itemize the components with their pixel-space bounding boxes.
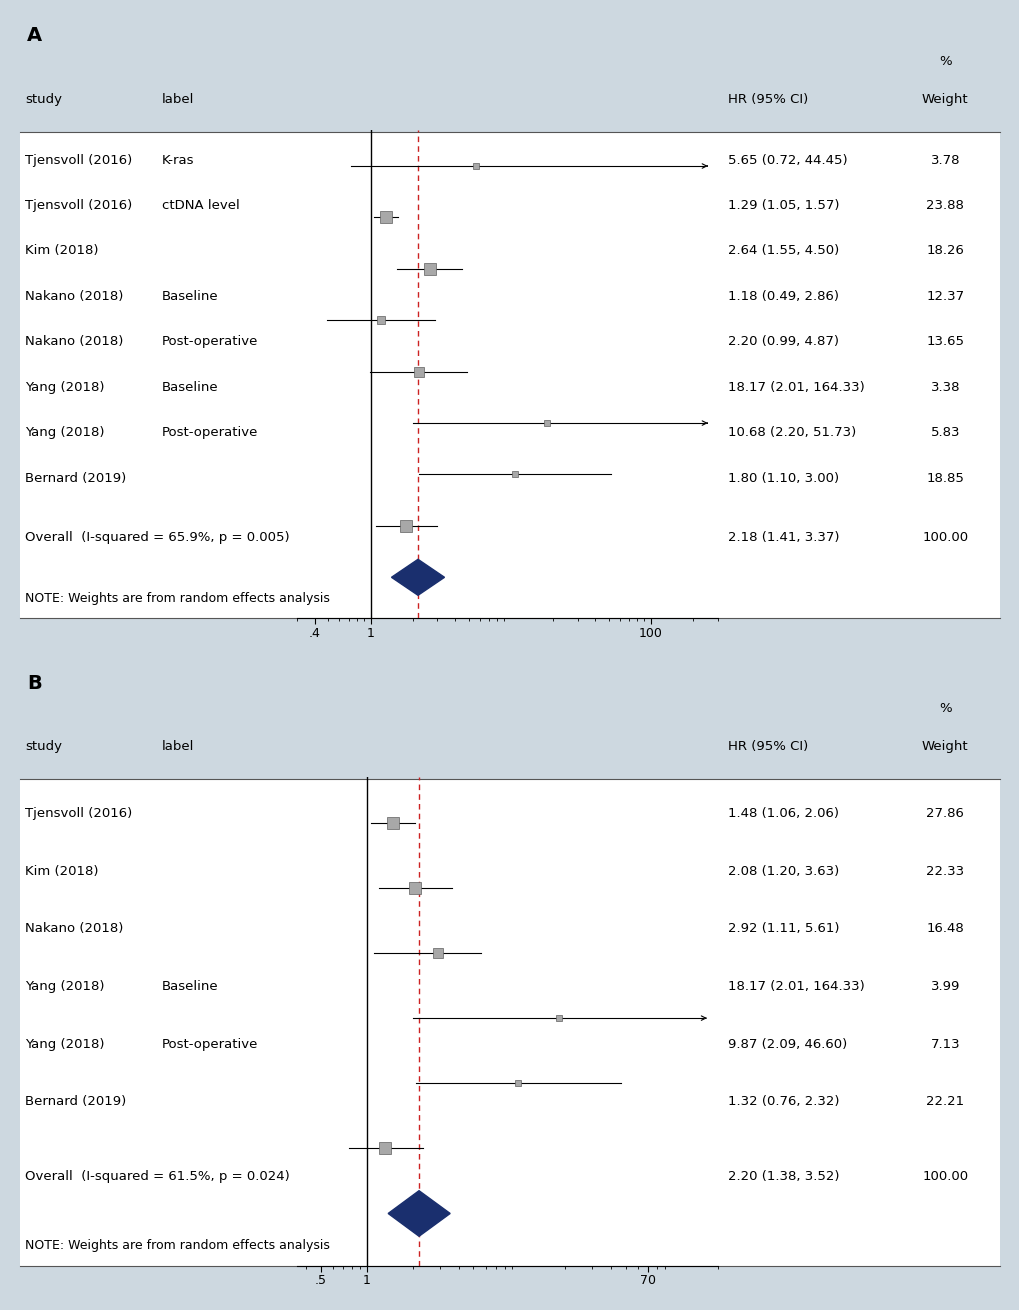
Text: 18.17 (2.01, 164.33): 18.17 (2.01, 164.33) [727, 381, 863, 394]
Text: 5.65 (0.72, 44.45): 5.65 (0.72, 44.45) [727, 153, 847, 166]
Text: 23.88: 23.88 [925, 199, 963, 212]
Text: 16.48: 16.48 [925, 922, 963, 935]
Text: 1.29 (1.05, 1.57): 1.29 (1.05, 1.57) [727, 199, 839, 212]
Text: Overall  (I-squared = 61.5%, p = 0.024): Overall (I-squared = 61.5%, p = 0.024) [25, 1170, 289, 1183]
Text: Weight: Weight [921, 740, 968, 753]
Text: Baseline: Baseline [162, 290, 218, 303]
Text: label: label [162, 740, 194, 753]
Text: 9.87 (2.09, 46.60): 9.87 (2.09, 46.60) [727, 1038, 846, 1051]
Text: Post-operative: Post-operative [162, 335, 258, 348]
Text: label: label [162, 93, 194, 106]
Text: 3.78: 3.78 [929, 153, 959, 166]
Text: Tjensvoll (2016): Tjensvoll (2016) [25, 199, 132, 212]
Text: NOTE: Weights are from random effects analysis: NOTE: Weights are from random effects an… [25, 592, 330, 605]
Text: 2.20 (1.38, 3.52): 2.20 (1.38, 3.52) [727, 1170, 839, 1183]
Text: study: study [25, 740, 62, 753]
Text: Baseline: Baseline [162, 980, 218, 993]
Text: %: % [938, 55, 951, 68]
Text: 100.00: 100.00 [921, 531, 967, 544]
Text: 2.20 (0.99, 4.87): 2.20 (0.99, 4.87) [727, 335, 838, 348]
Text: 13.65: 13.65 [925, 335, 963, 348]
Text: 3.99: 3.99 [929, 980, 959, 993]
Text: 7.13: 7.13 [929, 1038, 959, 1051]
Text: %: % [938, 702, 951, 715]
Text: 18.17 (2.01, 164.33): 18.17 (2.01, 164.33) [727, 980, 863, 993]
Text: Post-operative: Post-operative [162, 1038, 258, 1051]
Text: Yang (2018): Yang (2018) [25, 980, 105, 993]
Text: study: study [25, 93, 62, 106]
Text: 100.00: 100.00 [921, 1170, 967, 1183]
Text: Weight: Weight [921, 93, 968, 106]
Text: Yang (2018): Yang (2018) [25, 1038, 105, 1051]
Text: 18.26: 18.26 [925, 245, 963, 258]
Text: 10.68 (2.20, 51.73): 10.68 (2.20, 51.73) [727, 426, 855, 439]
Text: 2.18 (1.41, 3.37): 2.18 (1.41, 3.37) [727, 531, 839, 544]
Text: Nakano (2018): Nakano (2018) [25, 922, 123, 935]
Text: 1.80 (1.10, 3.00): 1.80 (1.10, 3.00) [727, 472, 838, 485]
Text: Yang (2018): Yang (2018) [25, 381, 105, 394]
Text: Overall  (I-squared = 65.9%, p = 0.005): Overall (I-squared = 65.9%, p = 0.005) [25, 531, 289, 544]
Text: 1.32 (0.76, 2.32): 1.32 (0.76, 2.32) [727, 1095, 839, 1108]
Text: HR (95% CI): HR (95% CI) [727, 93, 807, 106]
Text: 12.37: 12.37 [925, 290, 963, 303]
Text: 27.86: 27.86 [925, 807, 963, 820]
Text: Nakano (2018): Nakano (2018) [25, 290, 123, 303]
Text: Baseline: Baseline [162, 381, 218, 394]
Text: Bernard (2019): Bernard (2019) [25, 472, 126, 485]
Text: Nakano (2018): Nakano (2018) [25, 335, 123, 348]
Text: 2.08 (1.20, 3.63): 2.08 (1.20, 3.63) [727, 865, 838, 878]
Text: 3.38: 3.38 [929, 381, 959, 394]
Text: 22.21: 22.21 [925, 1095, 963, 1108]
Text: HR (95% CI): HR (95% CI) [727, 740, 807, 753]
Text: Post-operative: Post-operative [162, 426, 258, 439]
Text: Tjensvoll (2016): Tjensvoll (2016) [25, 153, 132, 166]
Text: K-ras: K-ras [162, 153, 194, 166]
Text: 22.33: 22.33 [925, 865, 963, 878]
Text: ctDNA level: ctDNA level [162, 199, 239, 212]
Text: NOTE: Weights are from random effects analysis: NOTE: Weights are from random effects an… [25, 1239, 330, 1252]
Text: 18.85: 18.85 [925, 472, 963, 485]
Text: A: A [28, 26, 42, 46]
Text: B: B [28, 673, 42, 693]
Text: 2.64 (1.55, 4.50): 2.64 (1.55, 4.50) [727, 245, 838, 258]
Text: 1.18 (0.49, 2.86): 1.18 (0.49, 2.86) [727, 290, 838, 303]
Bar [20, 134, 999, 618]
Text: Bernard (2019): Bernard (2019) [25, 1095, 126, 1108]
Text: Kim (2018): Kim (2018) [25, 865, 99, 878]
Text: Tjensvoll (2016): Tjensvoll (2016) [25, 807, 132, 820]
Text: Yang (2018): Yang (2018) [25, 426, 105, 439]
Text: 5.83: 5.83 [929, 426, 959, 439]
Polygon shape [391, 559, 444, 595]
Text: 2.92 (1.11, 5.61): 2.92 (1.11, 5.61) [727, 922, 839, 935]
Text: 1.48 (1.06, 2.06): 1.48 (1.06, 2.06) [727, 807, 838, 820]
Polygon shape [388, 1191, 449, 1237]
Bar [20, 781, 999, 1265]
Text: Kim (2018): Kim (2018) [25, 245, 99, 258]
